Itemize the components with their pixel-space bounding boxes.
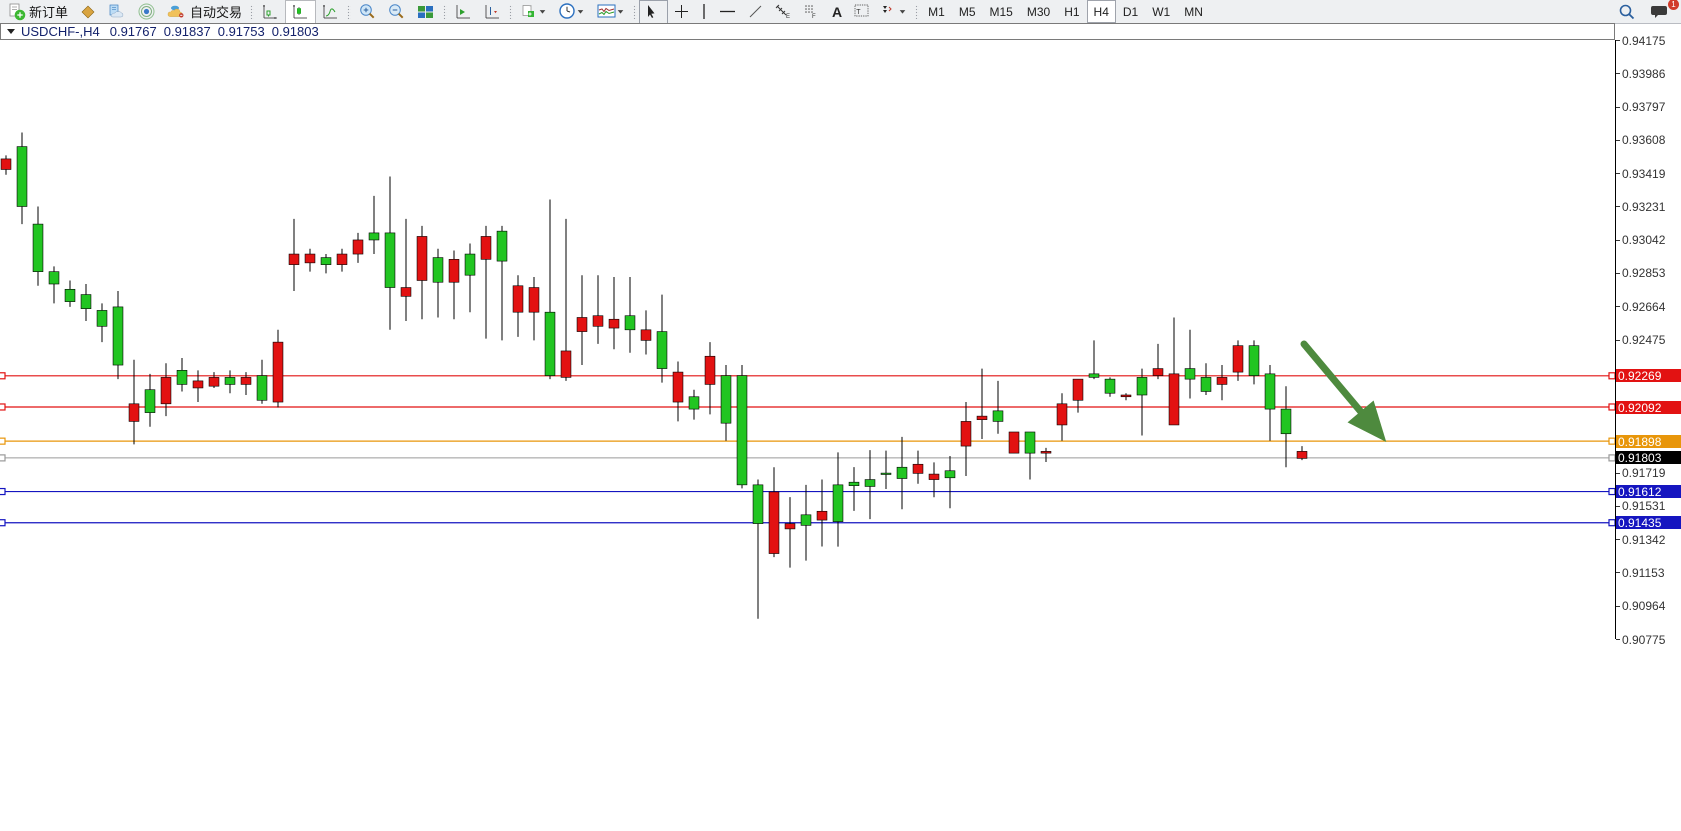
svg-text:E: E	[786, 14, 790, 19]
svg-text:T: T	[856, 9, 861, 16]
svg-text:F: F	[812, 14, 816, 19]
